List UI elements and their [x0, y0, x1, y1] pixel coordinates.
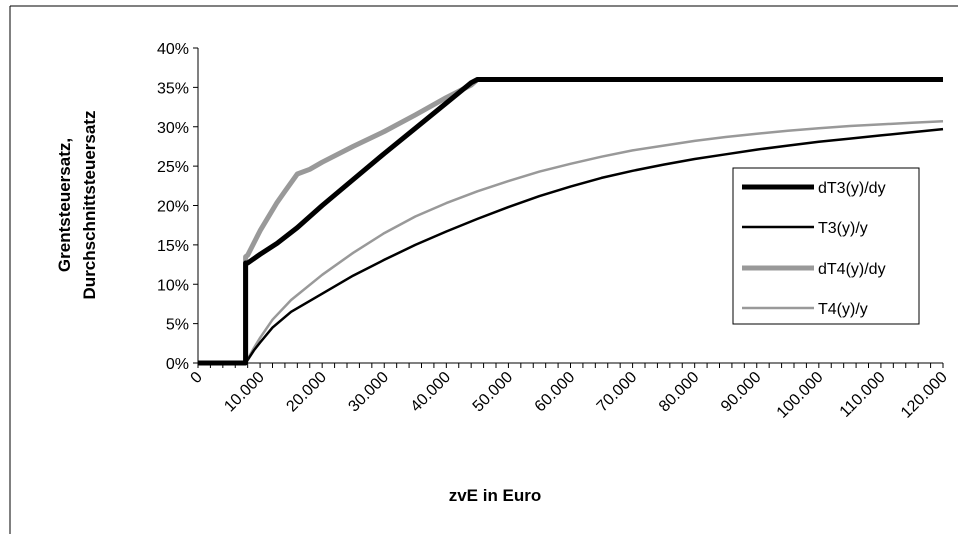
legend-item-T3: T3(y)/y — [742, 220, 868, 237]
y-axis-title-line-2: Durchschnittsteuersatz — [80, 111, 99, 300]
series-line-dt3-y-dy — [198, 77, 943, 366]
x-axis-title: zvE in Euro — [449, 486, 542, 505]
legend-label-dT4: dT4(y)/dy — [818, 261, 886, 278]
x-tick-label: 20.000 — [283, 369, 330, 416]
x-tick-label: 100.000 — [774, 369, 827, 422]
x-tick-label: 70.000 — [594, 369, 641, 416]
y-tick-label: 5% — [166, 317, 189, 334]
series-line-t3-y-y — [198, 127, 944, 365]
x-ticks: 0 10.000 20.000 30.000 40.000 50.000 60.000 70.… — [188, 363, 951, 422]
series-line-t4-y-y — [198, 119, 944, 365]
x-tick-label: 80.000 — [656, 369, 703, 416]
x-tick-label: 120.000 — [898, 369, 951, 422]
y-axis-title-line-1: Grentsteuersatz, — [55, 138, 74, 272]
legend-label-T3: T3(y)/y — [818, 220, 868, 237]
x-tick-label: 90.000 — [718, 369, 765, 416]
series-group — [198, 77, 944, 366]
x-tick-label: 30.000 — [345, 369, 392, 416]
y-tick-label: 20% — [157, 199, 189, 216]
x-tick-label: 0 — [188, 369, 206, 387]
legend-item-dT4: dT4(y)/dy — [742, 261, 886, 278]
y-tick-label: 15% — [157, 238, 189, 255]
x-tick-label: 40.000 — [408, 369, 455, 416]
x-tick-label: 110.000 — [837, 369, 889, 421]
legend-box — [732, 167, 920, 325]
y-tick-label: 40% — [157, 41, 189, 58]
y-ticks: 0% 5% 10% 15% 20% 25% 30% 35% 40% — [157, 41, 198, 373]
x-tick-label: 50.000 — [470, 369, 517, 416]
legend-label-T4: T4(y)/y — [818, 301, 868, 318]
legend-label-dT3: dT3(y)/dy — [818, 180, 886, 197]
x-tick-label: 60.000 — [532, 369, 579, 416]
legend-item-dT3: dT3(y)/dy — [742, 180, 886, 197]
y-tick-label: 35% — [157, 80, 189, 97]
y-tick-label: 25% — [157, 159, 189, 176]
y-tick-label: 10% — [157, 277, 189, 294]
legend: dT3(y)/dy T3(y)/y dT4(y)/dy T4(y)/y — [732, 167, 920, 325]
y-tick-label: 30% — [157, 120, 189, 137]
y-tick-label: 0% — [166, 356, 189, 373]
legend-item-T4: T4(y)/y — [742, 301, 868, 318]
x-tick-label: 10.000 — [221, 369, 268, 416]
